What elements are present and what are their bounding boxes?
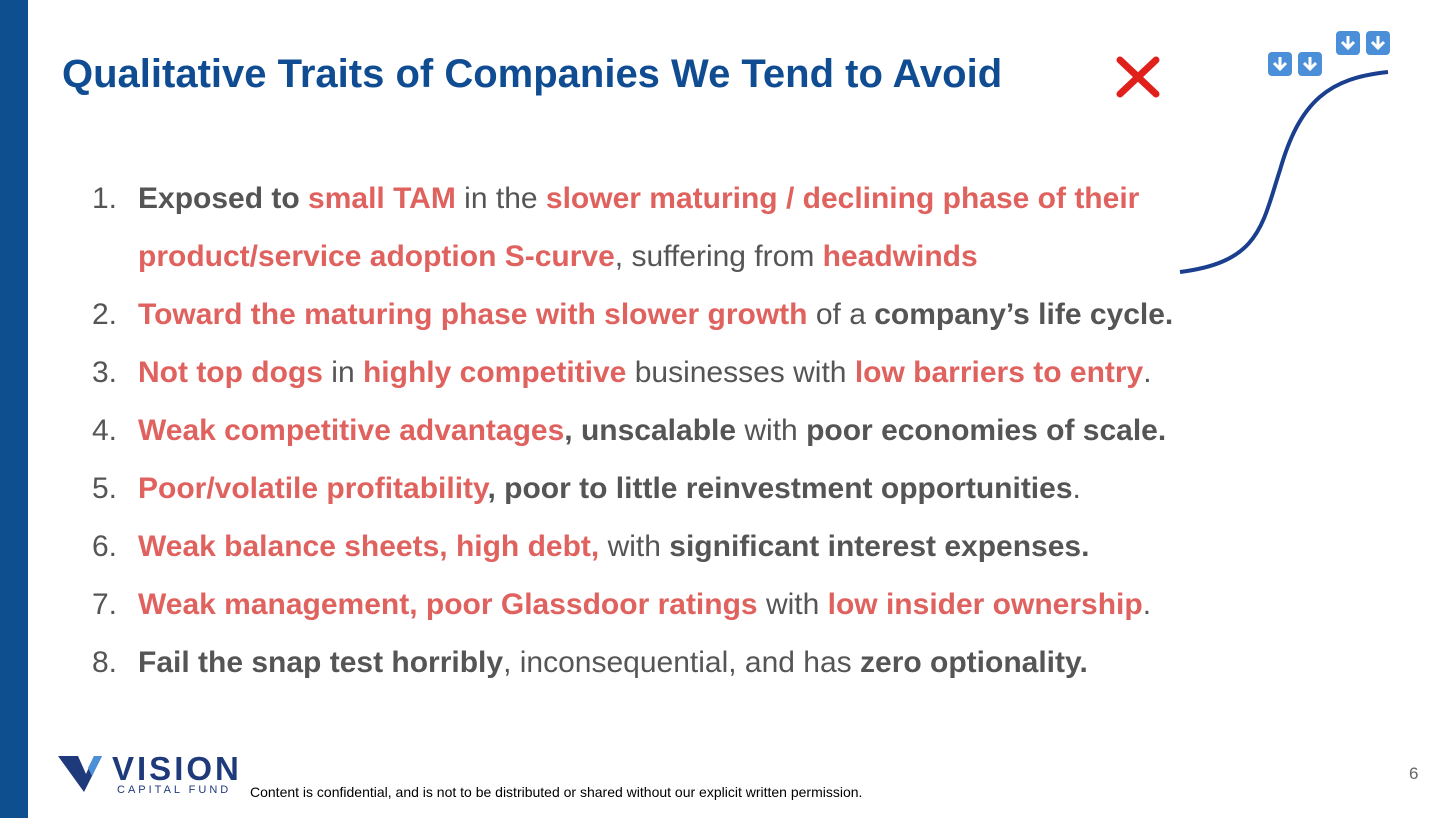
item-number: 1. [92,182,118,215]
side-bar [0,0,28,818]
item-text: Not top dogs [138,356,323,389]
s-curve [1179,70,1389,274]
list-item: 6. Weak balance sheets, high debt, with s… [92,518,1173,576]
logo-name: VISION [112,750,242,787]
item-number: 3. [92,356,118,389]
item-text: highly competitive [362,356,627,389]
item-text: businesses with [626,356,855,389]
item-text: slower maturing / declining phase of the… [138,182,1148,273]
list-item: 5. Poor/volatile profitability, poor to l… [92,460,1173,518]
item-number: 7. [92,588,118,621]
item-text: in [322,356,363,389]
item-text: , poor to little reinvestment opportunit… [487,472,1073,505]
item-text: Fail the snap test horribly [138,646,504,679]
item-text: significant interest expenses. [669,530,1090,563]
down-arrow-icons [1268,31,1390,76]
disclaimer: Content is confidential, and is not to b… [250,784,863,800]
item-number: 2. [92,298,118,331]
red-x-icon [1116,56,1160,98]
item-text: Exposed to [138,182,309,215]
item-text: in the [455,182,546,215]
list-item: 7. Weak management, poor Glassdoor rating… [92,576,1173,634]
item-number: 5. [92,472,118,505]
item-number: 8. [92,646,118,679]
item-text: small TAM [308,182,456,215]
item-text: headwinds [822,240,978,273]
item-text: Weak balance sheets, high debt, [138,530,600,563]
list-item: 1. Exposed to small TAM in the slower mat… [92,170,1148,286]
item-text: with [736,414,807,447]
trait-list: 1. Exposed to small TAM in the slower mat… [92,170,1173,692]
logo-mark [58,756,102,792]
item-text: , inconsequential, and has [503,646,861,679]
item-text: Weak competitive advantages [138,414,565,447]
item-text: zero optionality. [860,646,1088,679]
item-text: Toward the maturing phase with slower gr… [138,298,808,331]
item-text: of a [807,298,875,331]
item-text: low barriers to entry [854,356,1144,389]
item-text: . [1072,472,1081,505]
page-number: 6 [1409,764,1419,783]
list-item: 8. Fail the snap test horribly, inconsequ… [92,634,1173,692]
logo-subtitle: CAPITAL FUND [117,784,232,796]
item-text: . [1143,356,1152,389]
item-text: , unscalable [564,414,737,447]
item-text: poor economies of scale. [806,414,1167,447]
item-number: 6. [92,530,118,563]
item-text: . [1142,588,1152,621]
list-item: 4. Weak competitive advantages, unscalabl… [92,402,1173,460]
item-text: Weak management, poor Glassdoor ratings [138,588,758,621]
item-text: , suffering from [614,240,823,273]
list-item: 3. Not top dogs in highly competitive bus… [92,344,1173,402]
slide-title: Qualitative Traits of Companies We Tend … [62,52,1003,96]
item-text: Poor/volatile profitability [138,472,488,505]
item-text: with [599,530,670,563]
list-item: 2. Toward the maturing phase with slower … [92,286,1173,344]
item-number: 4. [92,414,118,447]
item-text: company’s life cycle. [874,298,1174,331]
item-text: low insider ownership [827,588,1143,621]
item-text: with [757,588,828,621]
